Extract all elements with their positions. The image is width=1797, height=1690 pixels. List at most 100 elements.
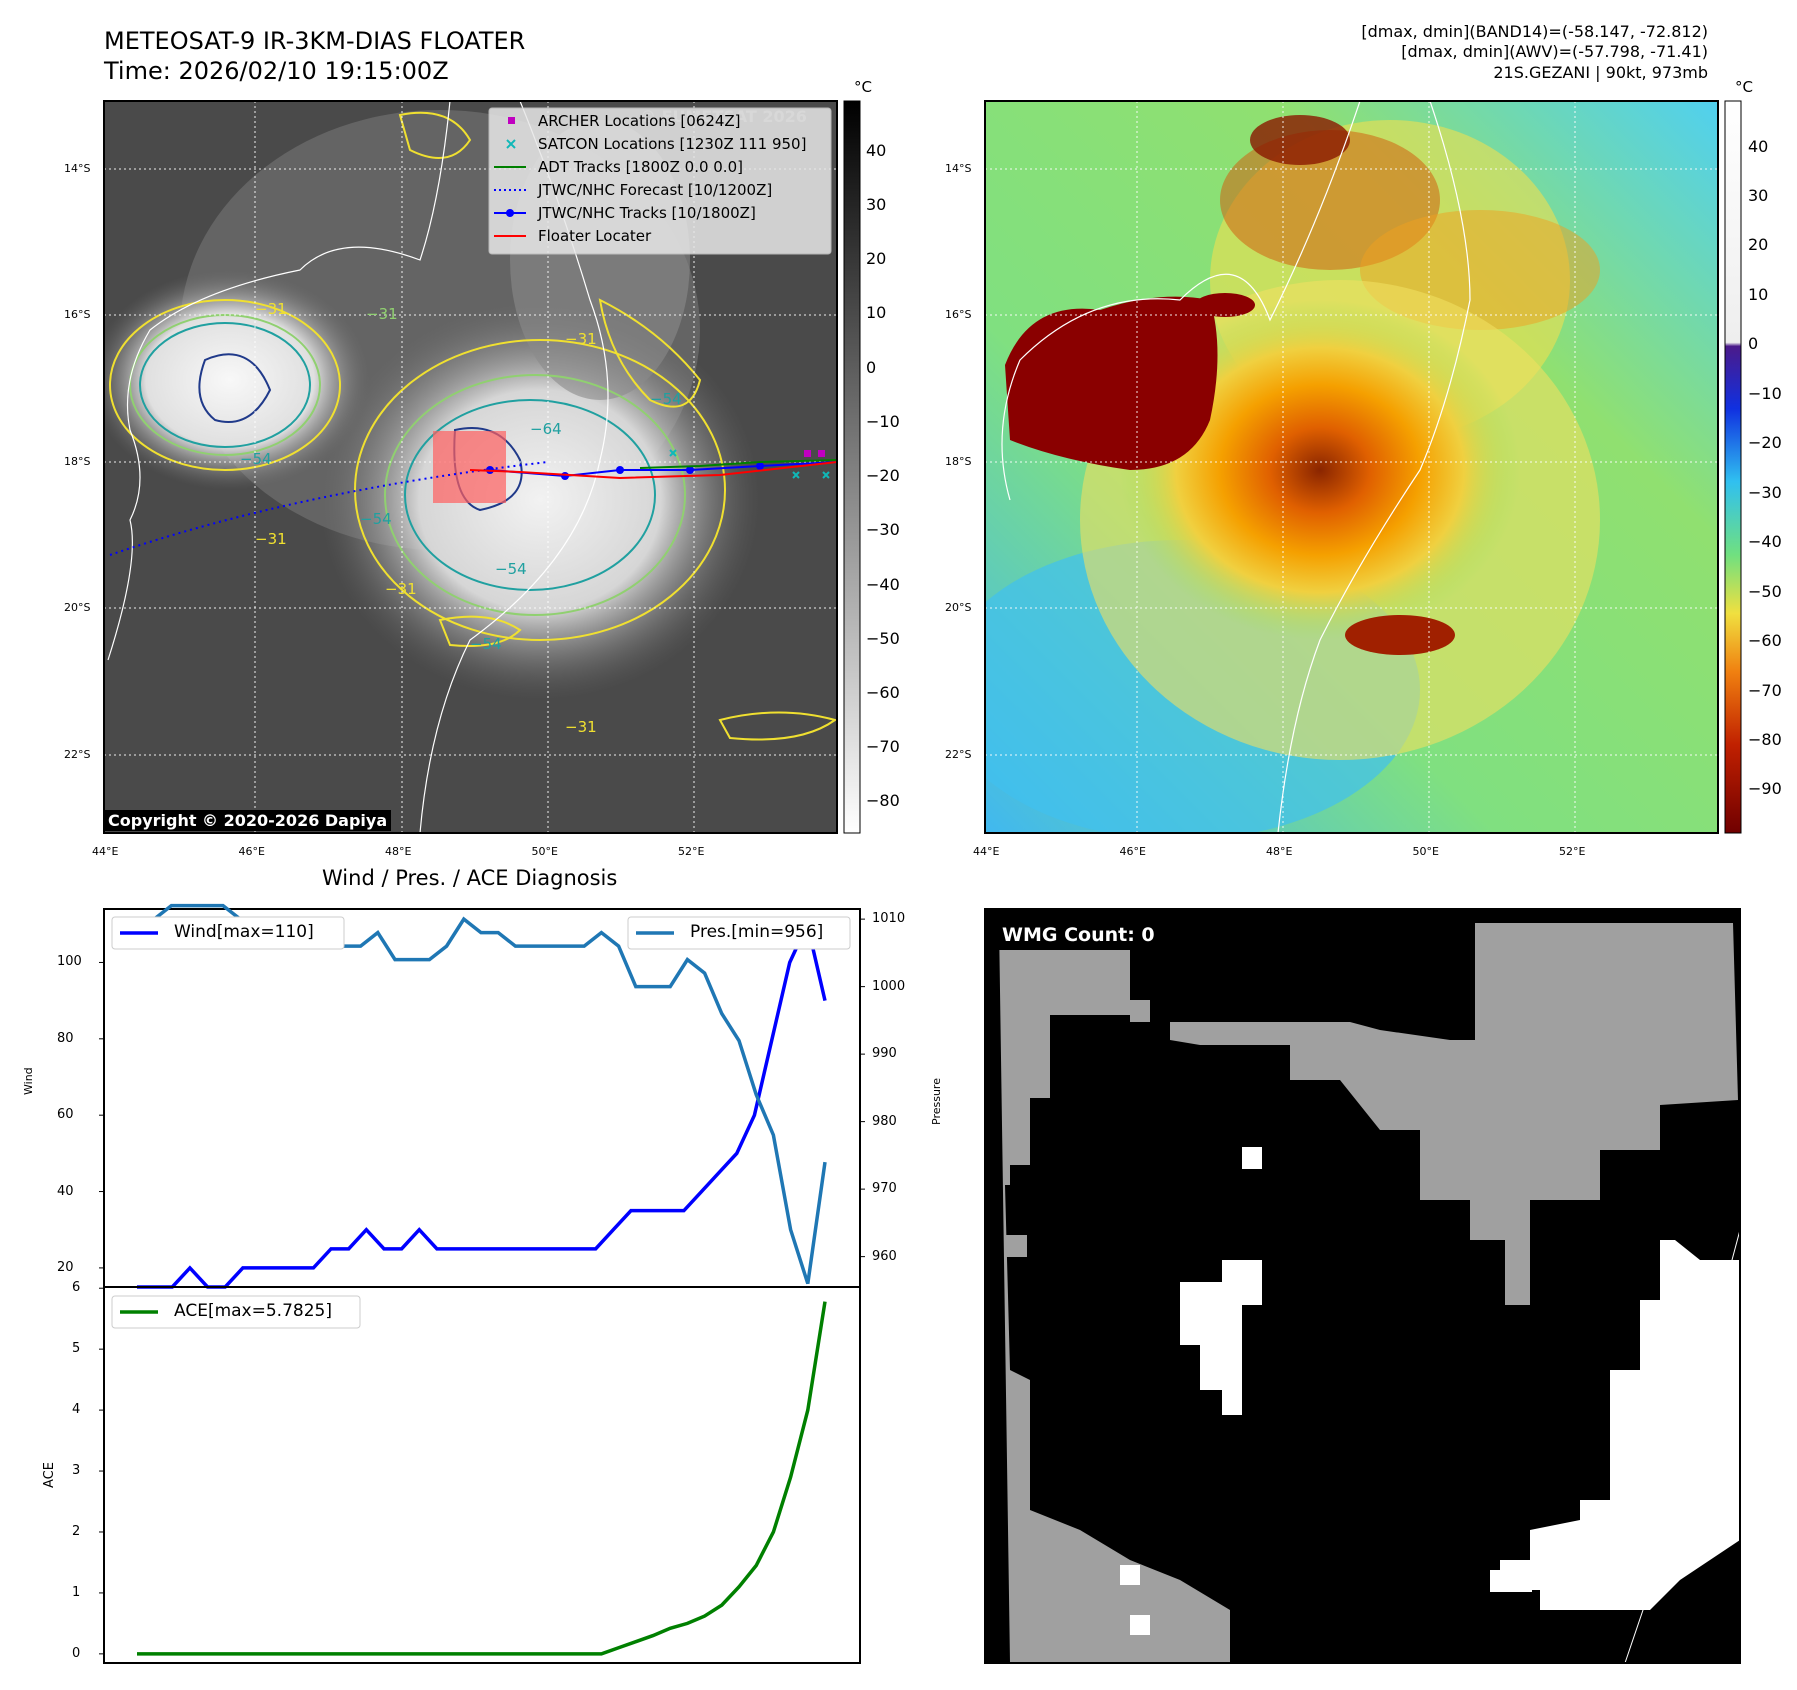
- lon-label: 44°E: [973, 845, 1000, 858]
- awv-colorbar-tick: −10: [1748, 383, 1782, 403]
- lat-label: 18°S: [64, 455, 91, 468]
- contour-label: −64: [530, 420, 562, 438]
- wind-ytick-label: 80: [57, 1030, 74, 1046]
- awv-colorbar-tick: −90: [1748, 779, 1782, 799]
- pressure-ytick-label: 970: [872, 1181, 897, 1197]
- wind-ytick-label: 20: [57, 1259, 74, 1275]
- lon-label: 44°E: [92, 845, 119, 858]
- ir-colorbar-tick: −60: [866, 683, 900, 703]
- lat-label: 14°S: [64, 162, 91, 175]
- ir-legend-label: ADT Tracks [1800Z 0.0 0.0]: [538, 158, 743, 176]
- ir-copyright: Copyright © 2020-2026 Dapiya: [104, 810, 392, 831]
- stats-band14: [dmax, dmin](BAND14)=(-58.147, -72.812): [1361, 22, 1708, 41]
- lon-label: 48°E: [385, 845, 412, 858]
- diag-title: Wind / Pres. / ACE Diagnosis: [322, 866, 618, 890]
- ace-axes-frame: [103, 1286, 861, 1664]
- pressure-ytick-label: 960: [872, 1248, 897, 1264]
- wmg-image: [985, 909, 1740, 1663]
- contour-label: −54: [650, 390, 682, 408]
- ace-axis-label: ACE: [42, 1462, 57, 1488]
- lat-label: 16°S: [945, 308, 972, 321]
- awv-colorbar-tick: 10: [1748, 284, 1769, 304]
- awv-colorbar-tick: 40: [1748, 136, 1769, 156]
- ace-ytick-label: 1: [72, 1584, 81, 1600]
- contour-label: −31: [255, 530, 287, 548]
- diagnosis-chart: [99, 903, 865, 1664]
- ir-colorbar: [843, 100, 861, 834]
- wind-line: [137, 918, 827, 1289]
- panel-timestamp: Time: 2026/02/10 19:15:00Z: [104, 57, 449, 85]
- contour-label: −31: [385, 580, 417, 598]
- awv-frame: [984, 100, 1719, 834]
- awv-colorbar-tick: 30: [1748, 185, 1769, 205]
- ir-colorbar-tick: 10: [866, 303, 887, 323]
- ir-colorbar-unit: °C: [854, 78, 872, 96]
- ir-legend-label: SATCON Locations [1230Z 111 950]: [538, 135, 807, 153]
- ace-ytick-label: 4: [72, 1402, 81, 1418]
- ir-legend-label: ARCHER Locations [0624Z]: [538, 112, 741, 130]
- ace-line: [137, 1301, 827, 1656]
- contour-label: −31: [255, 300, 287, 318]
- archer-markers: [804, 450, 825, 457]
- wind-ytick-label: 100: [57, 954, 82, 970]
- awv-colorbar-tick: −70: [1748, 680, 1782, 700]
- wind-ytick-label: 60: [57, 1107, 74, 1123]
- ir-colorbar-tick: −70: [866, 737, 900, 757]
- ace-ytick-label: 6: [72, 1280, 81, 1296]
- lat-label: 18°S: [945, 455, 972, 468]
- contour-label: −31: [366, 305, 398, 323]
- lon-label: 46°E: [238, 845, 265, 858]
- adt-track: [639, 459, 837, 469]
- contour-label: −54: [470, 635, 502, 653]
- wind-axis-label: Wind: [22, 1067, 35, 1095]
- ace-ytick-label: 3: [72, 1463, 81, 1479]
- wind-legend-label: Wind[max=110]: [174, 922, 314, 942]
- lat-label: 22°S: [64, 748, 91, 761]
- lon-label: 52°E: [1559, 845, 1586, 858]
- ace-legend-label: ACE[max=5.7825]: [174, 1301, 332, 1321]
- lon-label: 50°E: [1412, 845, 1439, 858]
- wind-legend-box: [111, 916, 345, 950]
- contour-label: −54: [495, 560, 527, 578]
- wmg-label-box: [995, 920, 1175, 950]
- contour-label: −31: [565, 718, 597, 736]
- stats-awv: [dmax, dmin](AWV)=(-57.798, -71.41): [1401, 42, 1708, 61]
- panel-title: METEOSAT-9 IR-3KM-DIAS FLOATER: [104, 27, 526, 55]
- contour-label: −54: [360, 510, 392, 528]
- lon-label: 50°E: [531, 845, 558, 858]
- awv-colorbar: [1724, 100, 1742, 834]
- wmg-count-label: WMG Count: 0: [1002, 924, 1155, 946]
- awv-colorbar-tick: −30: [1748, 482, 1782, 502]
- ir-legend-label: JTWC/NHC Forecast [10/1200Z]: [538, 181, 773, 199]
- wind-axes-frame: [103, 908, 861, 1288]
- ir-watermark: © EUMETSAT 2026: [640, 107, 807, 126]
- ir-frame: [103, 100, 838, 834]
- pressure-ytick-label: 990: [872, 1046, 897, 1062]
- ace-ytick-label: 2: [72, 1523, 81, 1539]
- lat-label: 14°S: [945, 162, 972, 175]
- ir-colorbar-tick: 20: [866, 249, 887, 269]
- ir-colorbar-tick: −50: [866, 628, 900, 648]
- pressure-legend-label: Pres.[min=956]: [690, 922, 824, 942]
- awv-image: [985, 101, 1718, 833]
- awv-colorbar-unit: °C: [1735, 78, 1753, 96]
- ace-ytick-label: 0: [72, 1645, 81, 1661]
- awv-colorbar-tick: 0: [1748, 334, 1759, 354]
- awv-colorbar-tick: −20: [1748, 433, 1782, 453]
- lon-label: 48°E: [1266, 845, 1293, 858]
- ir-colorbar-tick: 40: [866, 140, 887, 160]
- contour-label: −31: [565, 330, 597, 348]
- ir-legend: [488, 107, 832, 255]
- lat-label: 16°S: [64, 308, 91, 321]
- ir-legend-label: JTWC/NHC Tracks [10/1800Z]: [538, 204, 756, 222]
- wind-ytick-label: 40: [57, 1183, 74, 1199]
- storm-info: 21S.GEZANI | 90kt, 973mb: [1493, 63, 1708, 82]
- ir-colorbar-tick: 0: [866, 357, 877, 377]
- awv-colorbar-tick: −80: [1748, 730, 1782, 750]
- ir-colorbar-tick: −80: [866, 791, 900, 811]
- pressure-axis-label: Pressure: [930, 1078, 943, 1125]
- awv-colorbar-tick: −60: [1748, 631, 1782, 651]
- wmg-frame: [984, 908, 1741, 1664]
- awv-colorbar-tick: −50: [1748, 581, 1782, 601]
